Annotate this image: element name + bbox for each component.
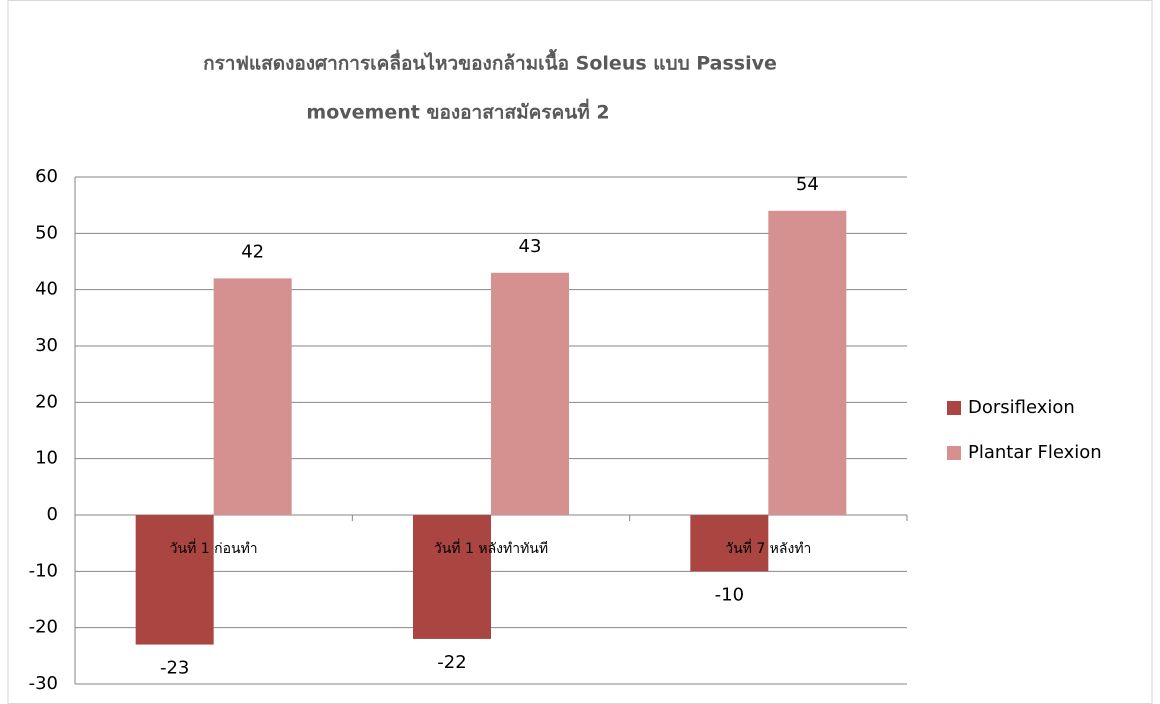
x-tick-label: วันที่ 1 ก่อนทำ [170, 539, 258, 557]
bar [690, 515, 769, 572]
y-tick-label: -20 [29, 617, 58, 638]
bar [491, 272, 569, 515]
y-tick-label: 0 [47, 504, 58, 525]
chart-title: movement ของอาสาสมัครคนที่ 2 [306, 99, 609, 124]
data-label: -22 [437, 652, 466, 673]
y-tick-label: 40 [35, 279, 58, 300]
bar [768, 210, 847, 516]
data-label: -10 [715, 584, 744, 605]
bar [135, 515, 214, 645]
chart-title: กราฟแสดงองศาการเคลื่อนไหวของกล้ามเนื้อ S… [203, 49, 777, 75]
y-tick-label: -10 [29, 560, 58, 581]
bar [413, 515, 491, 639]
bar [213, 278, 292, 515]
legend-label: Plantar Flexion [968, 442, 1102, 463]
x-tick-label: วันที่ 7 หลังทำ [725, 539, 811, 557]
data-label: 43 [519, 236, 542, 257]
y-tick-label: 50 [35, 222, 58, 243]
y-tick-label: -30 [29, 673, 58, 694]
legend-swatch [947, 401, 961, 415]
x-tick-label: วันที่ 1 หลังทำทันที [434, 539, 548, 557]
y-tick-label: 10 [35, 448, 58, 469]
y-tick-label: 30 [35, 335, 58, 356]
data-label: 42 [241, 241, 264, 262]
data-label: 54 [796, 174, 819, 195]
y-tick-label: 60 [35, 166, 58, 187]
data-label: -23 [160, 658, 189, 679]
legend-swatch [947, 446, 961, 460]
legend-label: Dorsiflexion [968, 397, 1075, 418]
y-tick-label: 20 [35, 391, 58, 412]
